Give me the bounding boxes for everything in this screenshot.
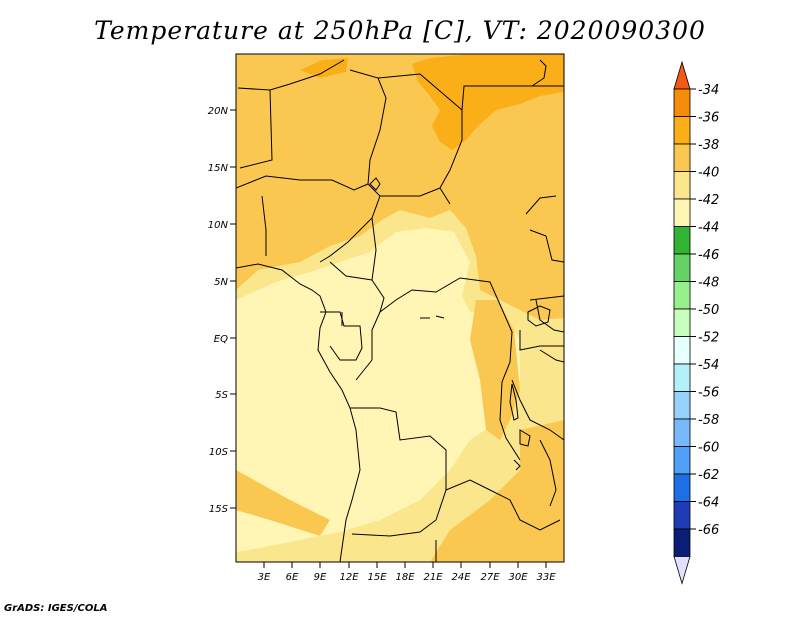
lat-label: EQ: [214, 334, 228, 345]
colorbar-swatch: [673, 308, 691, 337]
colorbar-label: -48: [698, 276, 719, 291]
colorbar-label: -40: [698, 166, 719, 181]
grads-credit: GrADS: IGES/COLA: [4, 603, 108, 614]
lon-label: 30E: [508, 572, 528, 583]
lon-label: 3E: [258, 572, 271, 583]
borders: [236, 59, 564, 562]
lakes: [420, 59, 551, 471]
colorbar-label: -64: [698, 496, 719, 511]
colorbar-label: -56: [698, 386, 719, 401]
colorbar-swatch: [673, 336, 691, 365]
lat-axis: 20N 15N 10N 5N EQ 5S 10S 15S: [208, 106, 236, 515]
lon-label: 27E: [480, 572, 500, 583]
colorbar-label: -46: [698, 248, 719, 263]
colorbar-label: -52: [698, 331, 719, 346]
colorbar-swatch: [673, 226, 691, 255]
lon-label: 15E: [367, 572, 387, 583]
colorbar-swatch: [673, 418, 691, 447]
colorbar-swatch: [673, 363, 691, 392]
colorbar-top-arrow: [673, 60, 691, 90]
colorbar-label: -60: [698, 441, 719, 456]
colorbar-label: -34: [698, 83, 719, 98]
lon-label: 24E: [451, 572, 471, 583]
lat-label: 10N: [208, 220, 229, 231]
colorbar-label: -42: [698, 193, 719, 208]
lon-label: 33E: [536, 572, 556, 583]
field-band-38: [412, 54, 564, 150]
map-frame: [235, 53, 565, 563]
colorbar-label: -66: [698, 523, 719, 538]
colorbar-swatch: [673, 253, 691, 282]
colorbar-label: -36: [698, 111, 719, 126]
colorbar-swatch: [673, 116, 691, 145]
lat-label: 20N: [208, 106, 229, 117]
lon-label: 12E: [339, 572, 359, 583]
lon-label: 21E: [423, 572, 443, 583]
lon-label: 6E: [286, 572, 299, 583]
lon-label: 18E: [395, 572, 415, 583]
field-band-40-se: [430, 420, 564, 562]
colorbar-swatch: [673, 446, 691, 475]
lat-label: 5S: [215, 390, 228, 401]
colorbar-swatch: [673, 528, 691, 557]
colorbar: -34 -36 -38 -40 -42 -44 -46 -48 -50 -52 -54 -56 -58 -…: [673, 60, 719, 585]
field-band-40-south: [236, 470, 330, 536]
lat-label: 10S: [209, 447, 229, 458]
colorbar-swatch: [673, 88, 691, 117]
colorbar-label: -62: [698, 468, 719, 483]
colorbar-swatch: [673, 143, 691, 172]
field-band-40-east: [470, 300, 520, 440]
colorbar-swatch: [673, 281, 691, 310]
map-title: Temperature at 250hPa [C], VT: 202009030…: [94, 16, 706, 45]
colorbar-swatch: [673, 171, 691, 200]
field-band-38b: [300, 58, 348, 78]
colorbar-label: -44: [698, 221, 719, 236]
lat-label: 5N: [214, 277, 228, 288]
colorbar-swatch: [673, 501, 691, 530]
colorbar-swatch: [673, 198, 691, 227]
colorbar-swatch: [673, 391, 691, 420]
colorbar-swatch: [673, 473, 691, 502]
colorbar-label: -38: [698, 138, 719, 153]
lat-label: 15S: [209, 504, 229, 515]
lon-label: 9E: [314, 572, 327, 583]
colorbar-label: -58: [698, 413, 719, 428]
colorbar-bottom-arrow: [673, 556, 691, 585]
colorbar-label: -54: [698, 358, 719, 373]
colorbar-label: -50: [698, 303, 719, 318]
lat-label: 15N: [208, 163, 229, 174]
field-band-44: [236, 228, 520, 552]
lon-axis: 3E 6E 9E 12E 15E 18E 21E 24E 27E 30E 33E: [258, 562, 556, 583]
temperature-field: [236, 54, 564, 562]
